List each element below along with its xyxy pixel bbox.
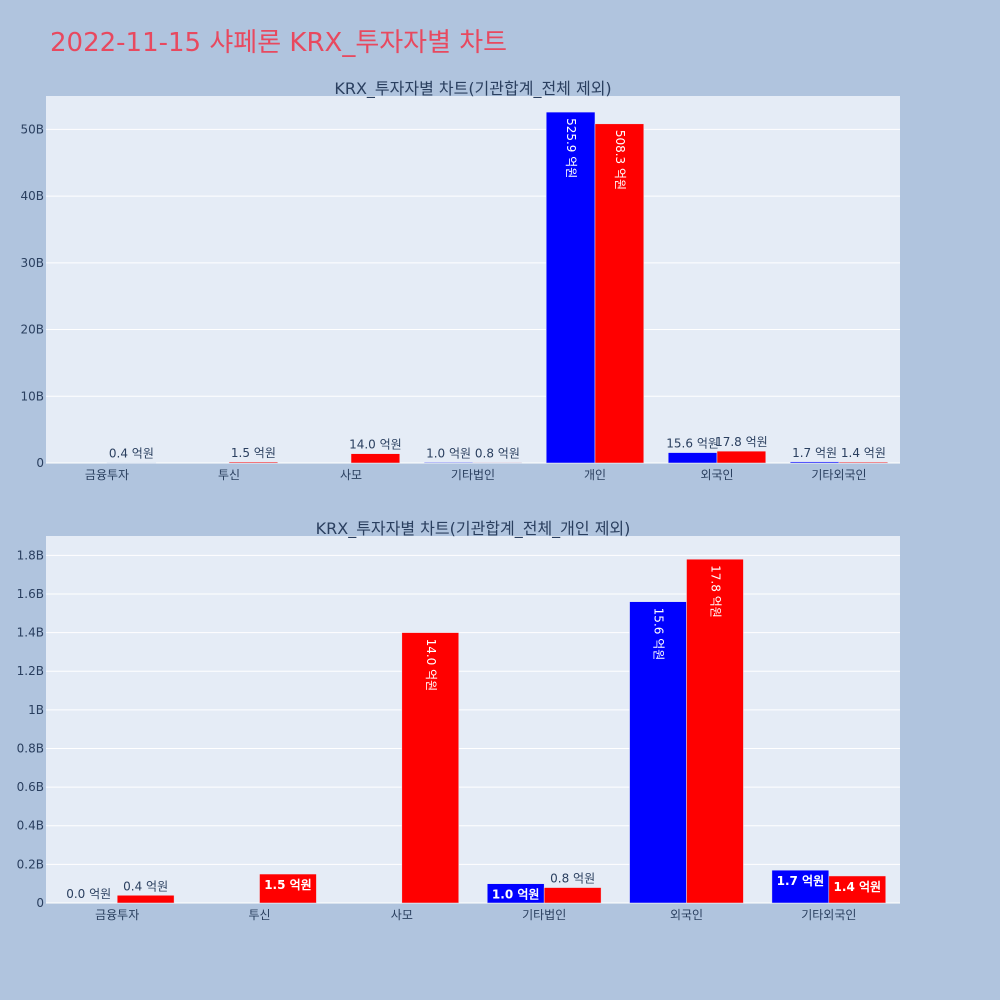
y-tick-label: 1.8B [17,548,44,562]
data-label: 508.3 억원 [613,130,627,190]
data-label: 1.0 억원 [492,888,540,902]
data-label: 17.8 억원 [708,565,722,618]
chart-title: KRX_투자자별 차트(기관합계_전체 제외) [334,79,611,99]
bar [350,453,401,464]
y-tick-label: 1B [28,703,44,717]
bar [789,461,840,464]
bar [667,452,718,464]
data-label: 0.4 억원 [123,879,168,893]
bar [259,873,317,904]
y-tick-label: 30B [20,256,44,270]
data-label: 14.0 억원 [424,639,438,692]
data-label: 525.9 억원 [564,118,578,178]
y-tick-label: 1.2B [17,664,44,678]
x-tick-label: 기타법인 [451,468,495,482]
bar [545,111,596,464]
data-label: 0.8 억원 [475,446,520,460]
y-tick-label: 50B [20,122,44,136]
x-tick-label: 기타외국인 [801,908,856,922]
bar [594,123,645,464]
x-tick-label: 개인 [584,468,606,482]
bar [472,462,523,464]
y-tick-label: 20B [20,323,44,337]
bar [423,462,474,464]
y-tick-label: 1.6B [17,587,44,601]
x-tick-label: 사모 [391,908,413,922]
bar [228,461,279,464]
x-tick-label: 기타법인 [522,908,566,922]
data-label: 0.8 억원 [550,872,595,886]
y-tick-label: 0 [36,896,44,910]
x-tick-label: 금융투자 [85,468,129,482]
bar [543,887,602,904]
bar [686,558,744,904]
y-tick-label: 1.4B [17,626,44,640]
x-tick-label: 외국인 [670,908,703,922]
data-label: 0.4 억원 [109,447,154,461]
data-label: 14.0 억원 [349,438,402,452]
data-label: 1.5 억원 [231,446,276,460]
bar [771,869,830,904]
data-label: 0.0 억원 [66,887,111,901]
x-tick-label: 투신 [248,908,270,922]
chart-investor-excl-individual: KRX_투자자별 차트(기관합계_전체_개인 제외) 0 0.2B 0.4B 0.6B 0… [17,519,900,922]
data-label: 1.7 억원 [777,874,825,888]
bar [828,875,887,904]
chart-investor-all: KRX_투자자별 차트(기관합계_전체 제외) 0 10B 20B 30B 40B 50B 금… [20,79,900,482]
chart-title: KRX_투자자별 차트(기관합계_전체_개인 제외) [316,519,631,539]
bar [401,632,460,904]
data-label: 1.7 억원 [792,446,837,460]
x-tick-label: 금융투자 [95,908,139,922]
y-tick-label: 0.4B [17,819,44,833]
y-tick-label: 0.6B [17,780,44,794]
bar [716,450,767,464]
x-tick-label: 투신 [218,468,240,482]
y-tick-label: 0.2B [17,857,44,871]
y-tick-label: 40B [20,189,44,203]
data-label: 1.5 억원 [264,878,312,892]
bar [838,461,889,464]
y-tick-label: 10B [20,389,44,403]
y-tick-label: 0 [36,456,44,470]
plot-area [46,96,900,463]
data-label: 15.6 억원 [666,437,719,451]
page-title: 2022-11-15 샤페론 KRX_투자자별 차트 [50,28,508,58]
x-tick-label: 기타외국인 [811,468,866,482]
y-tick-label: 0.8B [17,741,44,755]
data-label: 1.4 억원 [841,446,886,460]
plot-area [46,536,900,903]
data-label: 1.4 억원 [834,880,882,894]
data-label: 1.0 억원 [426,446,471,460]
bar [629,601,687,904]
data-label: 17.8 억원 [715,435,768,449]
bar [116,895,175,904]
data-label: 15.6 억원 [652,608,666,661]
x-tick-label: 사모 [340,468,362,482]
x-tick-label: 외국인 [700,468,733,482]
